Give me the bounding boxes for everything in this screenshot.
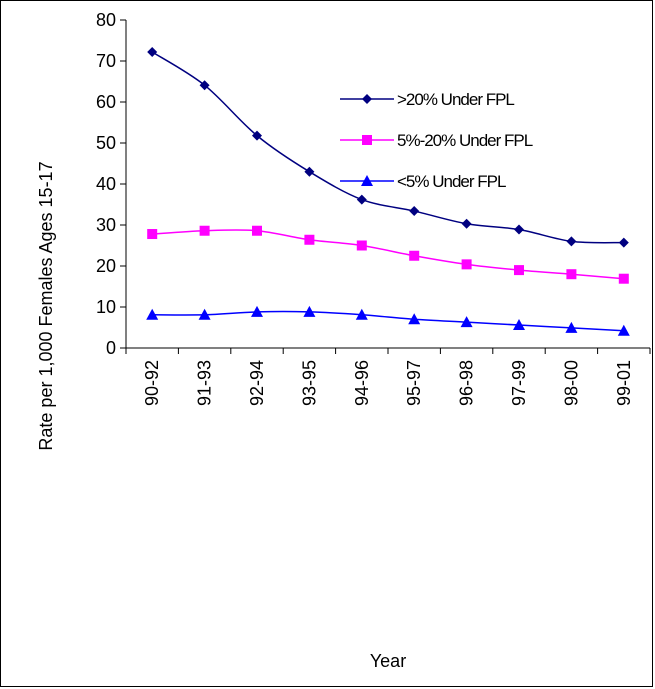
square-point — [356, 240, 367, 251]
x-tick-label: 90-92 — [142, 360, 162, 406]
triangle-point — [408, 313, 421, 325]
legend-label: >20% Under FPL — [397, 90, 514, 109]
x-tick-label: 97-99 — [509, 360, 529, 406]
series-1 — [147, 46, 629, 248]
triangle-point — [146, 308, 159, 320]
x-axis-title: Year — [370, 651, 406, 671]
x-tick-label: 94-96 — [352, 360, 372, 406]
square-point — [618, 273, 629, 284]
legend: >20% Under FPL 5%-20% Under FPL <5% Under … — [340, 90, 534, 191]
y-axis-title: Rate per 1,000 Females Ages 15-17 — [36, 161, 56, 450]
legend-item: <5% Under FPL — [340, 172, 507, 191]
series-line — [152, 310, 624, 332]
square-point — [566, 269, 577, 280]
square-point — [409, 250, 420, 261]
x-tick-label: 91-93 — [195, 360, 215, 406]
triangle-point — [513, 319, 525, 331]
y-tick-label: 50 — [96, 133, 116, 153]
diamond-point — [304, 166, 315, 177]
diamond-point — [409, 206, 420, 217]
diamond-point — [147, 46, 158, 57]
series-line — [151, 51, 624, 244]
triangle-point — [251, 305, 263, 317]
y-tick-label: 30 — [96, 215, 116, 235]
legend-label: <5% Under FPL — [397, 172, 506, 191]
diamond-point — [514, 224, 524, 235]
diamond-point — [356, 194, 367, 205]
triangle-point — [565, 321, 578, 333]
x-tick-label: 93-95 — [299, 360, 319, 406]
diamond-point — [618, 237, 629, 248]
x-tick-label: 96-98 — [457, 360, 477, 406]
y-tick-label: 10 — [96, 297, 116, 317]
diamond-point — [252, 130, 262, 141]
square-point — [304, 234, 315, 245]
diamond-point — [199, 80, 210, 91]
triangle-point — [303, 305, 316, 317]
series-3 — [146, 305, 630, 336]
triangle-point — [617, 324, 630, 336]
legend-item: >20% Under FPL — [340, 90, 515, 109]
y-ticks: 0 10 20 30 40 50 60 70 80 — [96, 10, 126, 358]
x-tick-label: 92-94 — [247, 360, 267, 406]
x-tick-label: 98-00 — [561, 360, 581, 406]
legend-label: 5%-20% Under FPL — [397, 131, 533, 150]
square-point — [199, 225, 210, 236]
square-point — [362, 135, 372, 145]
x-ticks: 90-92 91-93 92-94 93-95 94-96 95-97 96-98 97-99… — [125, 348, 651, 406]
x-tick-label: 95-97 — [404, 360, 424, 406]
square-point — [147, 229, 158, 240]
y-tick-label: 70 — [96, 51, 116, 71]
diamond-point — [461, 218, 472, 229]
y-tick-label: 60 — [96, 92, 116, 112]
triangle-point — [198, 308, 211, 320]
axes — [125, 20, 650, 349]
legend-item: 5%-20% Under FPL — [340, 131, 534, 150]
series-2 — [147, 225, 629, 284]
diamond-point — [362, 94, 372, 104]
square-point — [252, 225, 262, 236]
square-point — [461, 259, 472, 270]
square-point — [514, 265, 524, 276]
y-tick-label: 40 — [96, 174, 116, 194]
y-tick-label: 20 — [96, 256, 116, 276]
series-layer — [146, 46, 630, 336]
triangle-point — [355, 308, 368, 320]
triangle-point — [361, 175, 373, 186]
y-tick-label: 80 — [96, 10, 116, 30]
series-line — [152, 229, 624, 280]
diamond-point — [566, 236, 577, 247]
y-tick-label: 0 — [106, 338, 116, 358]
triangle-point — [460, 316, 473, 328]
x-tick-label: 99-01 — [614, 360, 634, 406]
